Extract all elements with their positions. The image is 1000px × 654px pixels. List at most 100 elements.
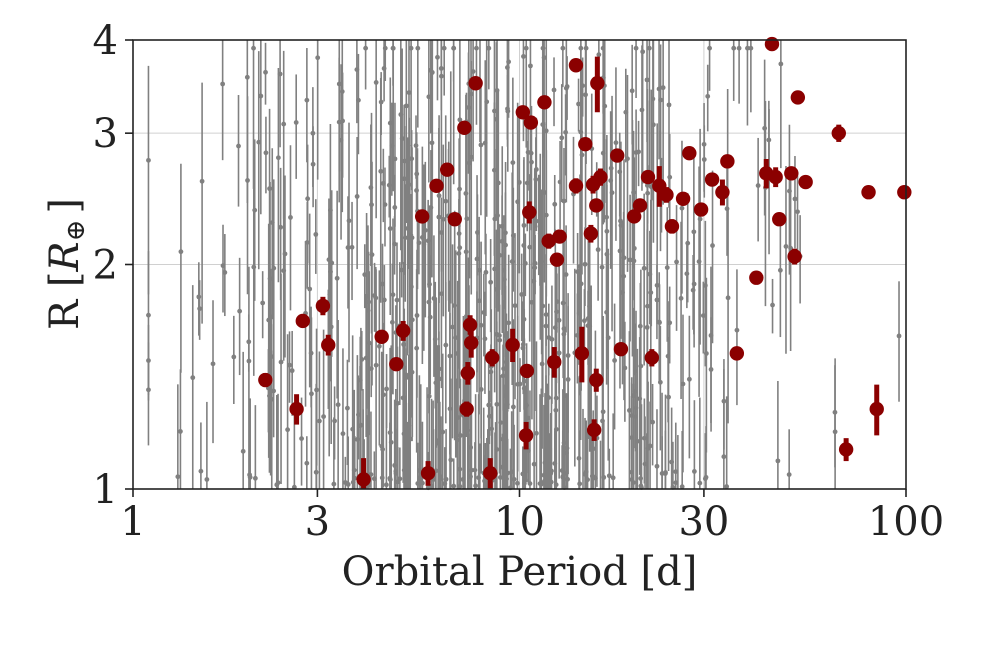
candidate-point xyxy=(787,188,792,194)
candidate-point xyxy=(285,427,291,433)
candidate-point xyxy=(146,157,151,163)
candidate-point xyxy=(416,240,422,246)
candidate-point xyxy=(523,45,529,51)
candidate-point xyxy=(644,77,650,83)
candidate-point xyxy=(552,461,558,466)
highlight-point-27 xyxy=(523,115,539,130)
highlight-point-6 xyxy=(374,329,389,344)
candidate-point xyxy=(340,431,346,437)
candidate-point xyxy=(415,45,421,51)
candidate-point xyxy=(438,65,444,71)
candidate-point xyxy=(474,45,479,51)
candidate-point xyxy=(251,45,256,51)
candidate-point xyxy=(310,130,316,136)
candidate-point xyxy=(585,323,591,329)
candidate-point xyxy=(762,125,768,131)
highlight-point-42 xyxy=(590,76,605,91)
highlight-point-72 xyxy=(869,401,884,417)
candidate-point xyxy=(576,101,581,107)
candidate-point xyxy=(770,302,775,308)
candidate-point xyxy=(663,470,668,475)
candidate-point xyxy=(342,480,348,485)
candidate-point xyxy=(560,45,566,51)
candidate-point xyxy=(543,128,549,134)
candidate-point xyxy=(304,97,310,103)
candidate-point xyxy=(644,183,650,188)
candidate-point xyxy=(277,71,283,77)
candidate-point xyxy=(317,418,322,424)
candidate-point xyxy=(641,265,647,271)
candidate-point xyxy=(313,231,319,237)
highlight-point-16 xyxy=(460,365,476,381)
highlight-point-13 xyxy=(447,212,462,227)
candidate-point xyxy=(626,408,632,413)
highlight-point-40 xyxy=(589,372,604,388)
candidate-point xyxy=(252,475,258,481)
highlight-point-5 xyxy=(356,472,371,487)
highlight-point-17 xyxy=(462,317,478,333)
candidate-point xyxy=(457,117,463,123)
candidate-point xyxy=(476,298,482,304)
candidate-point xyxy=(691,281,697,287)
candidate-point xyxy=(617,169,623,175)
candidate-point xyxy=(517,381,523,387)
candidate-point xyxy=(369,202,374,208)
candidate-point xyxy=(455,351,461,356)
candidate-point xyxy=(441,45,447,51)
candidate-point xyxy=(552,325,558,331)
candidate-point xyxy=(491,167,497,173)
highlight-point-32 xyxy=(552,229,567,244)
highlight-point-70 xyxy=(838,442,854,457)
candidate-point xyxy=(293,120,299,125)
candidate-point xyxy=(666,102,672,108)
candidate-point xyxy=(304,460,310,466)
candidate-point xyxy=(451,483,457,489)
x-axis-ticks: 1 3 10 30 100 xyxy=(120,489,944,545)
candidate-point xyxy=(281,121,287,127)
candidate-point xyxy=(549,336,555,342)
candidate-point xyxy=(204,477,210,482)
candidate-point xyxy=(256,139,262,145)
highlight-point-36 xyxy=(578,136,593,152)
candidate-point xyxy=(775,458,781,464)
candidate-point xyxy=(703,474,709,480)
highlight-point-20 xyxy=(483,465,498,481)
candidate-point xyxy=(583,92,588,98)
candidate-point xyxy=(674,259,679,265)
candidate-point xyxy=(656,86,662,92)
candidate-point xyxy=(515,480,520,486)
candidate-point xyxy=(701,157,707,162)
candidate-point xyxy=(610,475,616,481)
candidate-point xyxy=(696,259,702,265)
highlight-point-56 xyxy=(704,172,720,187)
highlight-point-10 xyxy=(420,465,436,481)
candidate-point xyxy=(625,156,630,162)
candidate-point xyxy=(556,317,562,323)
highlight-point-44 xyxy=(610,148,625,163)
candidate-point xyxy=(457,484,463,489)
candidate-point xyxy=(612,358,617,363)
candidate-point xyxy=(421,242,427,247)
candidate-point xyxy=(497,337,503,343)
candidate-point xyxy=(590,446,596,452)
candidate-point xyxy=(600,418,605,424)
candidate-point xyxy=(488,279,494,285)
candidate-point xyxy=(381,297,387,303)
highlight-point-19 xyxy=(468,76,483,91)
candidate-point xyxy=(482,478,487,484)
candidate-point xyxy=(664,265,670,271)
candidate-point xyxy=(559,135,565,141)
candidate-point xyxy=(340,118,346,124)
x-tick-label-1: 3 xyxy=(305,499,330,545)
candidate-point xyxy=(413,143,419,148)
highlight-point-39 xyxy=(586,422,602,438)
candidate-point xyxy=(531,461,537,467)
candidate-point xyxy=(541,479,547,484)
highlight-point-59 xyxy=(729,346,745,361)
highlight-point-62 xyxy=(764,36,780,52)
highlight-point-9 xyxy=(414,209,430,224)
candidate-point xyxy=(657,379,663,385)
candidate-point xyxy=(560,474,566,480)
candidate-point xyxy=(420,480,425,486)
candidate-point xyxy=(401,342,406,347)
